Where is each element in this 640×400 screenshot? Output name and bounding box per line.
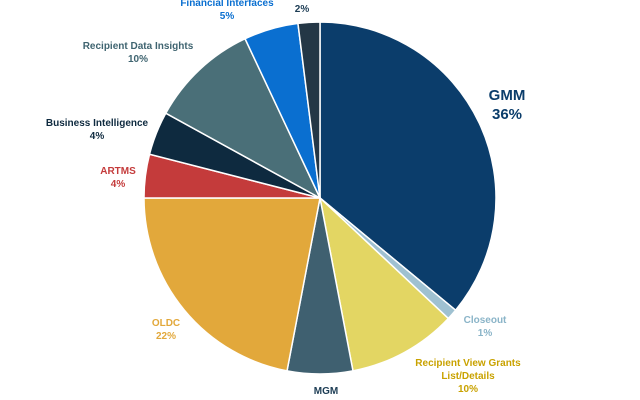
slice-label-financial-interfaces: Financial Interfaces 5% <box>180 0 274 22</box>
slice-label-gmm: GMM 36% <box>489 87 526 123</box>
slice-label-recipient-data-insights: Recipient Data Insights 10% <box>83 41 194 65</box>
pie-slice-unlabeled <box>297 21 321 199</box>
pie-slice-gmm <box>319 21 497 312</box>
slice-label-recipient-view-grants-list-details: Recipient View Grants List/Details 10% <box>415 358 521 395</box>
pie-slice-oldc <box>143 197 321 372</box>
slice-label-closeout: Closeout 1% <box>464 315 507 339</box>
slice-label-artms: ARTMS 4% <box>100 166 136 190</box>
slice-label-oldc: OLDC 22% <box>152 318 180 342</box>
pie-slices <box>143 21 497 375</box>
slice-label-mgm: MGM6% <box>314 386 338 400</box>
slice-label-unlabeled: 2% <box>295 4 310 15</box>
pie-slice-recipient-view-grants-list-details <box>318 195 450 372</box>
slice-label-business-intelligence: Business Intelligence 4% <box>46 118 149 142</box>
pie-slice-recipient-data-insights <box>164 37 322 200</box>
slice-labels: GMM 36% Closeout 1% Recipient View Grants Lis… <box>46 0 525 400</box>
